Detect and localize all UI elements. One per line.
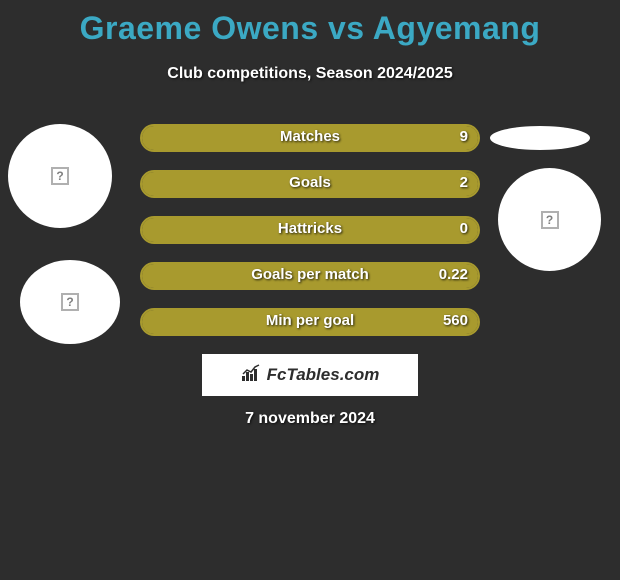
stat-bar-value: 560 xyxy=(443,312,468,329)
stat-bar-label: Matches xyxy=(142,128,478,145)
brand-box: FcTables.com xyxy=(202,354,418,396)
stat-bar-label: Goals xyxy=(142,174,478,191)
stat-bar-value: 9 xyxy=(460,128,468,145)
stat-bar-label: Min per goal xyxy=(142,312,478,329)
avatar-placeholder: ? xyxy=(498,168,601,271)
broken-image-icon: ? xyxy=(61,293,79,311)
broken-image-icon: ? xyxy=(51,167,69,185)
decorative-ellipse xyxy=(490,126,590,150)
page-subtitle: Club competitions, Season 2024/2025 xyxy=(0,65,620,83)
stat-bar: Goals2 xyxy=(140,170,480,198)
date-label: 7 november 2024 xyxy=(0,410,620,428)
stat-bar: Min per goal560 xyxy=(140,308,480,336)
stat-bar-label: Goals per match xyxy=(142,266,478,283)
stat-bar: Matches9 xyxy=(140,124,480,152)
stat-bar-label: Hattricks xyxy=(142,220,478,237)
page-title: Graeme Owens vs Agyemang xyxy=(0,0,620,47)
stat-bar-value: 0 xyxy=(460,220,468,237)
stat-bar-value: 0.22 xyxy=(439,266,468,283)
avatar-placeholder: ? xyxy=(20,260,120,344)
broken-image-icon: ? xyxy=(541,211,559,229)
stat-bar: Hattricks0 xyxy=(140,216,480,244)
brand-label: FcTables.com xyxy=(267,365,380,385)
chart-icon xyxy=(241,364,261,387)
stat-bar-value: 2 xyxy=(460,174,468,191)
stats-bars: Matches9Goals2Hattricks0Goals per match0… xyxy=(140,124,480,354)
stat-bar: Goals per match0.22 xyxy=(140,262,480,290)
avatar-placeholder: ? xyxy=(8,124,112,228)
